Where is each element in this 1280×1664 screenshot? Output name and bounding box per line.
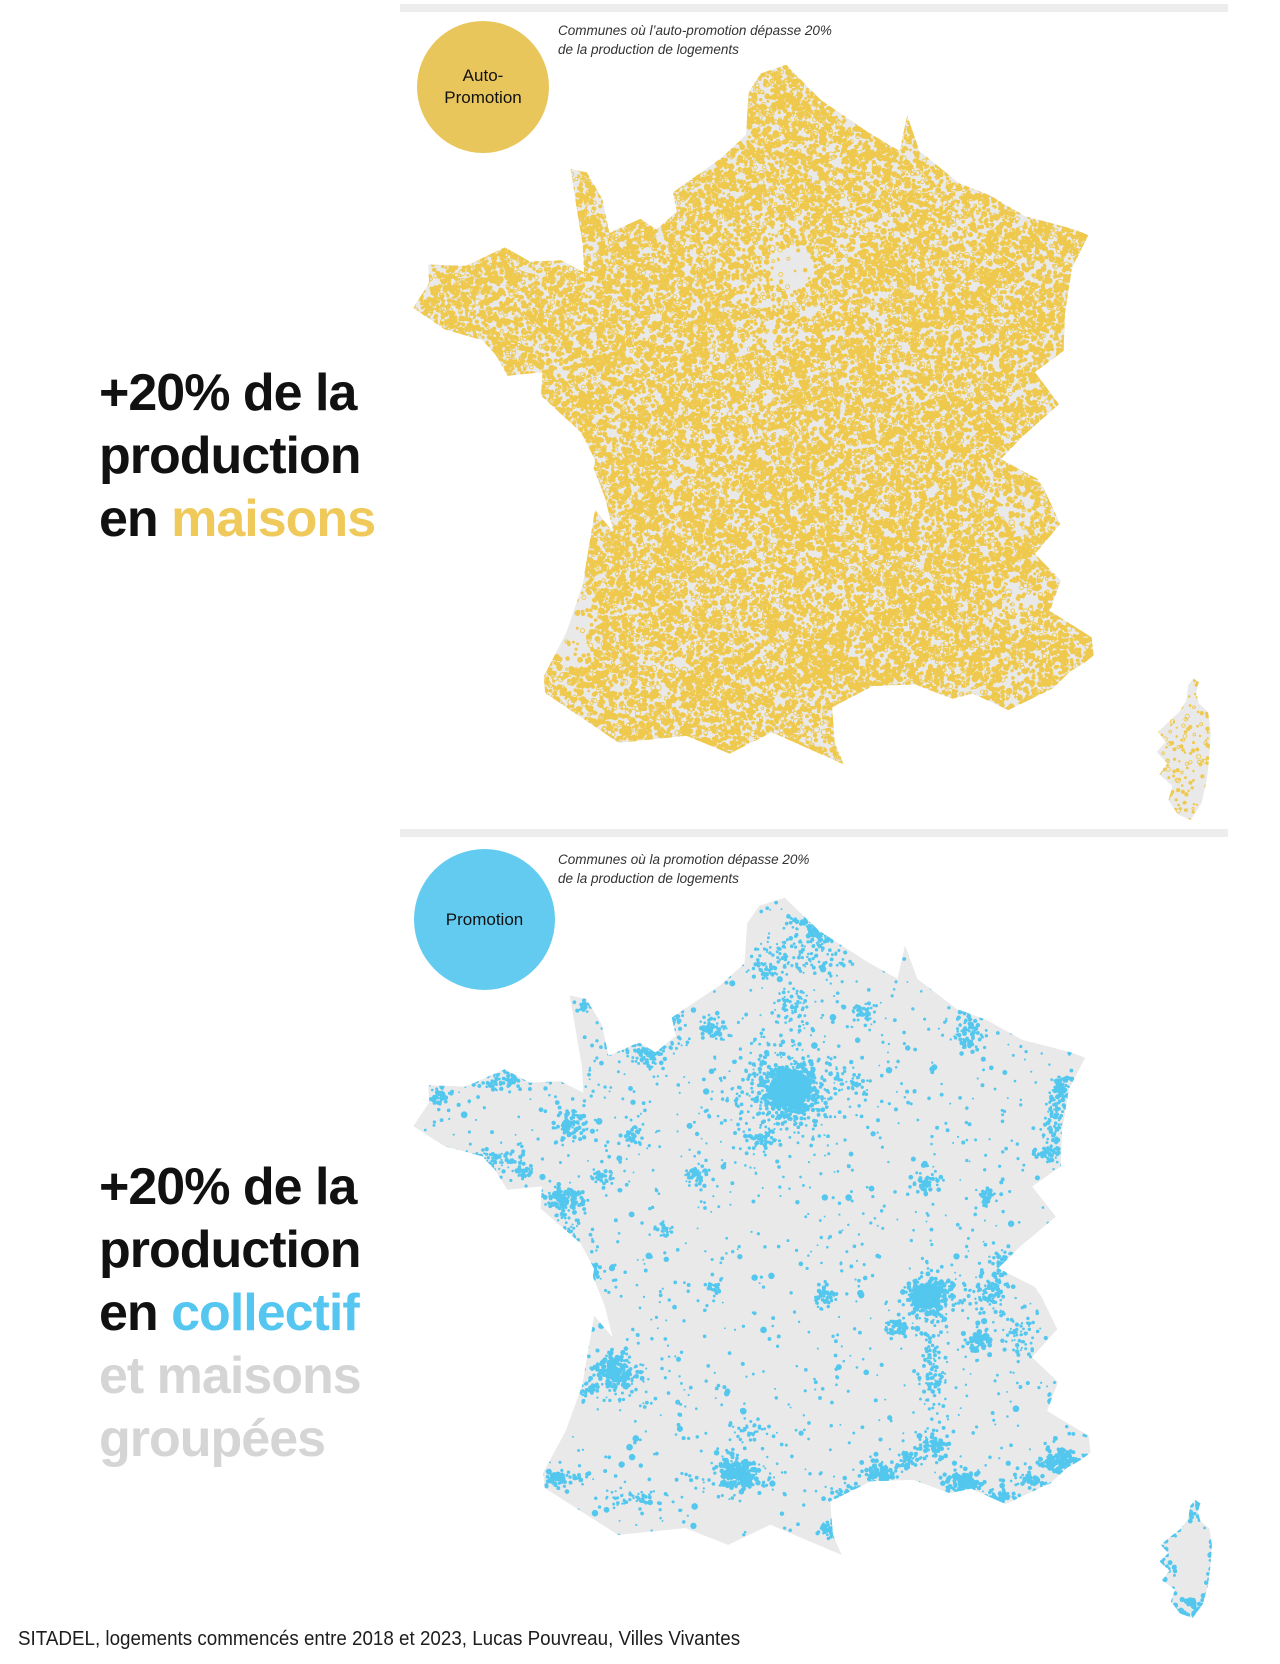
caption-line1: Communes où la promotion dépasse 20%: [558, 852, 810, 867]
heading-accent-maisons: maisons: [171, 490, 376, 548]
caption-line2: de la production de logements: [558, 870, 739, 886]
map-caption-promotion: Communes où la promotion dépasse 20% de …: [558, 851, 809, 888]
heading-text: production: [99, 1221, 362, 1279]
heading-line3: en maisons: [99, 488, 376, 551]
heading-line3: en collectif: [99, 1282, 361, 1345]
heading-accent-collectif: collectif: [171, 1284, 359, 1342]
legend-label-line1: Promotion: [445, 909, 524, 929]
heading-text: en: [99, 490, 172, 548]
legend-circle-promotion-label: Promotion: [446, 909, 523, 931]
panel-divider-top: [400, 4, 1228, 12]
legend-label-line2: Promotion: [444, 88, 522, 107]
heading-line4: et maisons: [99, 1347, 362, 1405]
legend-circle-promotion: Promotion: [414, 849, 555, 990]
caption-line1: Communes où l’auto-promotion dépasse 20%: [558, 23, 832, 38]
heading-text: +20% de la: [99, 364, 357, 422]
legend-label-line1: Auto-: [462, 66, 504, 85]
heading-line2: production: [99, 425, 375, 488]
heading-collectif: +20% de la production en collectif et ma…: [99, 1156, 362, 1471]
panel-divider-bottom: [400, 829, 1228, 837]
heading-line1: +20% de la: [99, 1156, 361, 1219]
heading-line1: +20% de la: [99, 362, 375, 425]
legend-circle-auto-promotion-label: Auto- Promotion: [444, 65, 521, 109]
heading-line5: groupées: [99, 1410, 326, 1468]
heading-maisons: +20% de la production en maisons: [99, 362, 376, 551]
legend-circle-auto-promotion: Auto- Promotion: [417, 21, 549, 153]
caption-line2: de la production de logements: [558, 41, 739, 57]
source-credit: SITADEL, logements commencés entre 2018 …: [18, 1628, 741, 1650]
heading-line2: production: [99, 1219, 362, 1282]
heading-text: en: [99, 1284, 172, 1342]
heading-text: +20% de la: [99, 1158, 357, 1216]
map-caption-auto-promotion: Communes où l’auto-promotion dépasse 20%…: [558, 22, 832, 59]
heading-text: production: [99, 427, 362, 485]
